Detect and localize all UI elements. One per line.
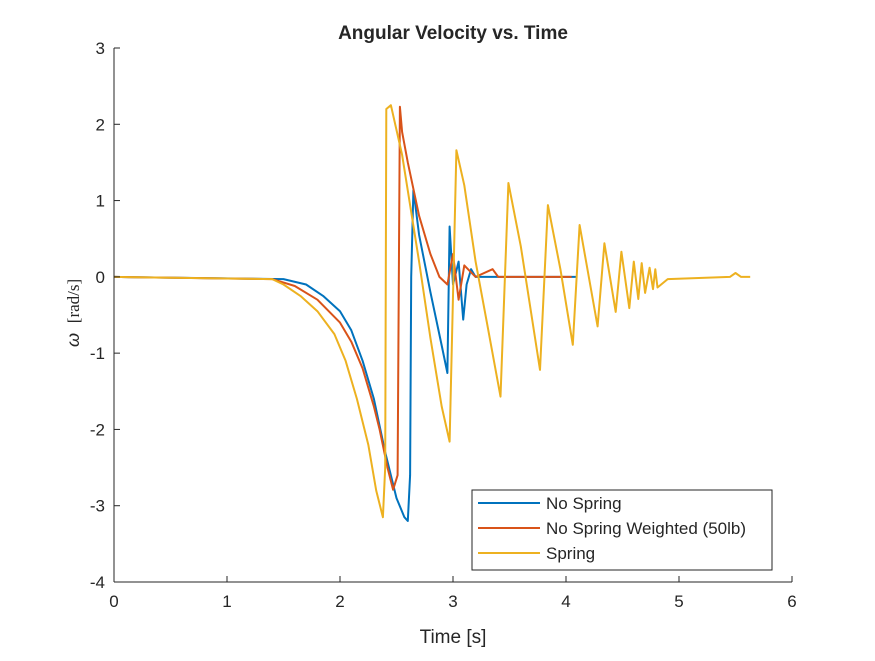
x-tick-label: 4: [561, 592, 570, 611]
chart-title: Angular Velocity vs. Time: [338, 23, 568, 44]
y-tick-label: 2: [96, 115, 105, 134]
legend-entry: No Spring Weighted (50lb): [546, 519, 746, 538]
series-line-1: [113, 105, 572, 491]
legend-entry: Spring: [546, 544, 595, 563]
axes: 0 1 2 3 4 5 6 -4 -3 -2 -1 0 1 2 3: [90, 39, 797, 611]
plot-area: [113, 104, 751, 522]
y-tick-label: -3: [90, 497, 105, 516]
legend-entry: No Spring: [546, 494, 622, 513]
x-tick-label: 2: [335, 592, 344, 611]
legend: No Spring No Spring Weighted (50lb) Spring: [471, 489, 773, 571]
y-tick-label: -4: [90, 573, 105, 592]
y-axis-symbol: ω: [63, 333, 83, 347]
y-tick-label: 3: [96, 39, 105, 58]
x-tick-label: 5: [674, 592, 683, 611]
y-tick-label: 1: [96, 192, 105, 211]
x-tick-label: 1: [222, 592, 231, 611]
series-line-0: [113, 188, 578, 522]
series-line-2: [113, 104, 751, 519]
x-tick-label: 0: [109, 592, 118, 611]
y-tick-label: 0: [96, 268, 105, 287]
y-tick-label: -2: [90, 420, 105, 439]
x-tick-label: 6: [787, 592, 796, 611]
x-axis-label: Time [s]: [420, 627, 487, 648]
y-tick-label: -1: [90, 344, 105, 363]
y-axis-unit: [rad/s]: [64, 279, 83, 323]
y-axis-label: ω [rad/s]: [63, 279, 83, 347]
x-tick-label: 3: [448, 592, 457, 611]
